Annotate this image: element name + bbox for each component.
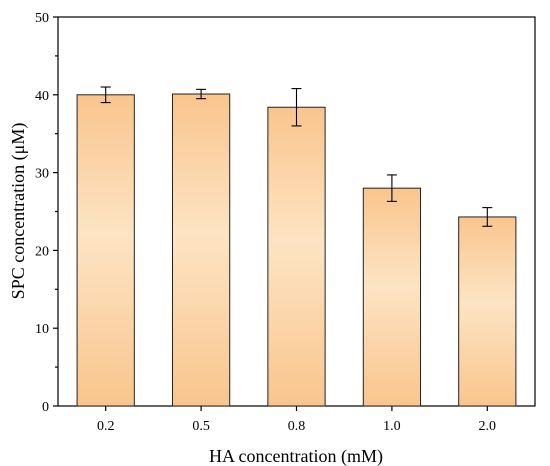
y-tick-label-30: 30 [35,167,49,182]
error-bars [100,86,493,227]
y-tick-label-50: 50 [35,11,49,26]
x-tick-label-0.2: 0.2 [97,419,115,434]
x-tick-label-0.8: 0.8 [288,419,306,434]
bar-2.0 [458,216,517,407]
x-axis-ticks: 0.2 0.5 0.8 1.0 2.0 [97,406,496,434]
y-tick-label-40: 40 [35,89,49,104]
bar-1.0 [362,187,422,407]
bars [76,93,517,407]
y-axis-title: SPC concentration (μM) [8,123,29,300]
x-axis-title: HA concentration (mM) [209,446,383,466]
bar-0.2 [76,94,135,407]
x-tick-label-2.0: 2.0 [479,419,497,434]
y-tick-label-0: 0 [42,400,49,415]
bar-0.8 [267,106,326,407]
x-tick-label-1.0: 1.0 [383,419,401,434]
y-tick-label-20: 20 [35,244,49,259]
y-tick-label-10: 10 [35,322,49,337]
bar-0.5 [171,93,231,407]
y-axis-ticks: 0 10 20 30 40 50 [35,11,58,415]
x-tick-label-0.5: 0.5 [192,419,210,434]
